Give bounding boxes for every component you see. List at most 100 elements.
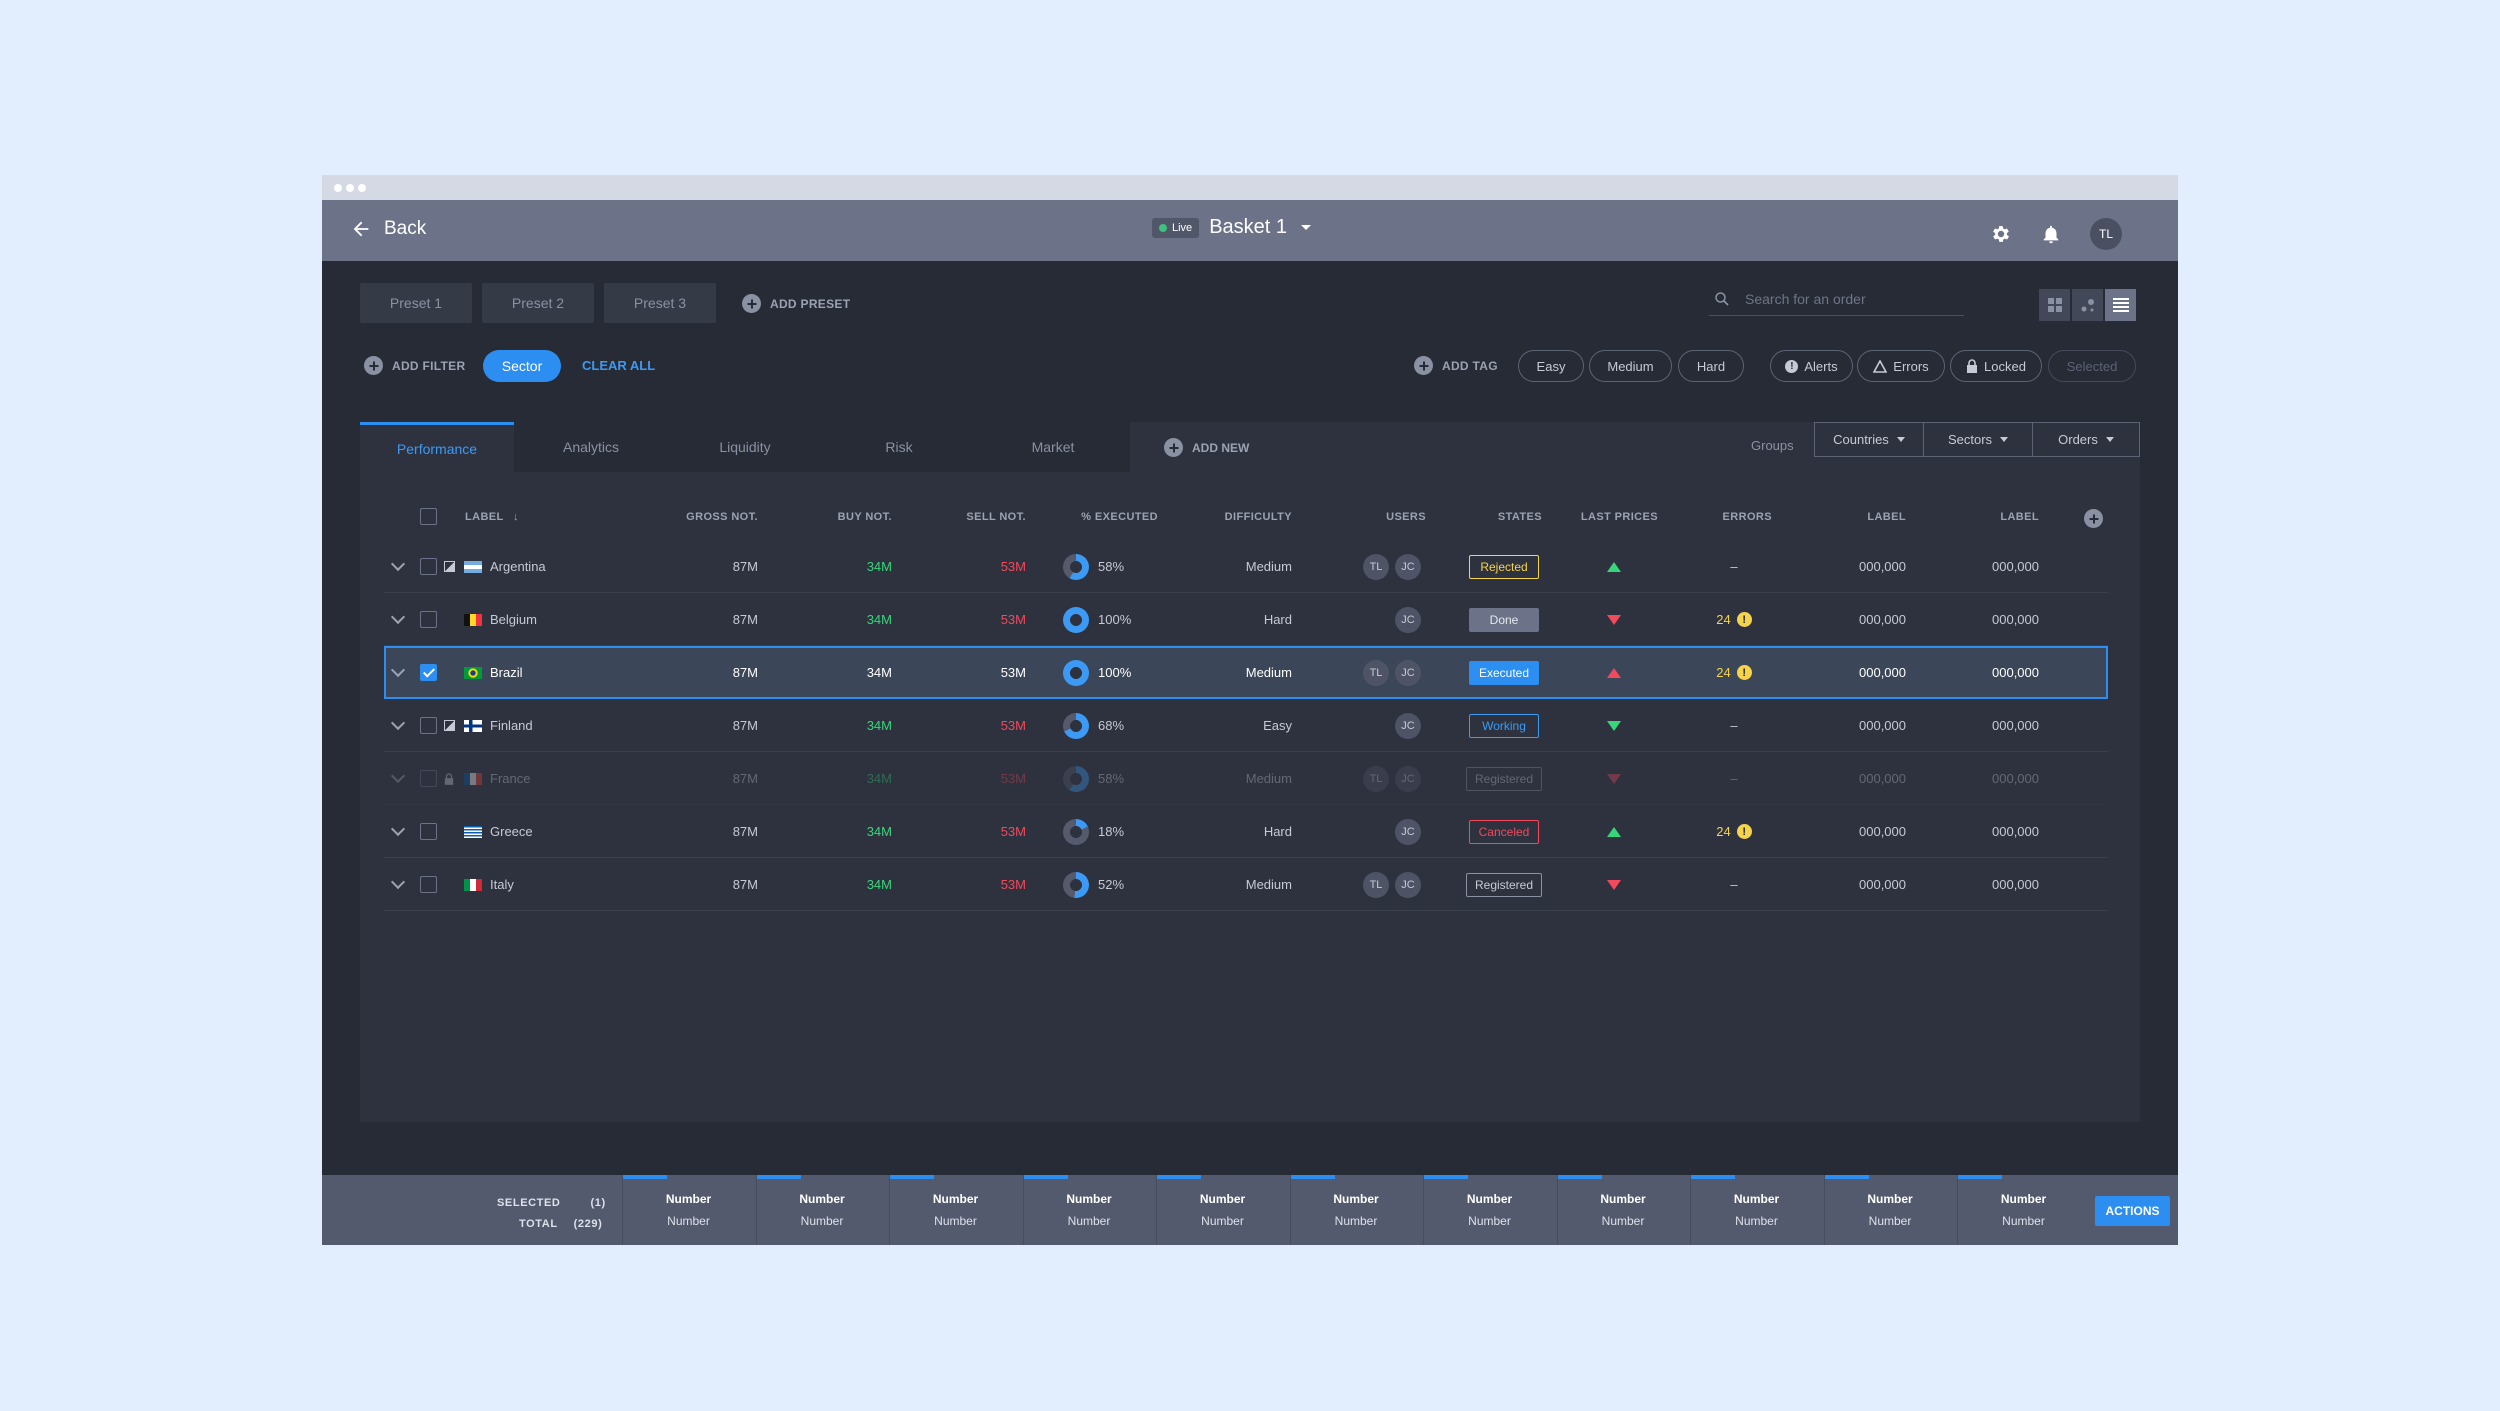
tag-selected[interactable]: Selected	[2048, 350, 2136, 382]
row-checkbox[interactable]	[420, 646, 437, 699]
group-countries-select[interactable]: Countries	[1814, 422, 1924, 457]
flag-icon	[464, 666, 482, 679]
user-initials[interactable]: TL	[1363, 553, 1389, 580]
tab-market[interactable]: Market	[1031, 439, 1075, 455]
user-initials[interactable]: JC	[1395, 871, 1421, 898]
select-all-checkbox[interactable]	[420, 508, 437, 525]
col-errors-header[interactable]: ERRORS	[1722, 511, 1772, 523]
gear-icon[interactable]	[1990, 223, 2012, 245]
table-row[interactable]: Greece 87M 34M 53M 18% Hard JC Canceled …	[384, 805, 2108, 858]
tag-errors[interactable]: Errors	[1857, 350, 1945, 382]
user-initials[interactable]: JC	[1395, 606, 1421, 633]
table-row[interactable]: Argentina 87M 34M 53M 58% Medium TL JC Re…	[384, 540, 2108, 593]
user-initials[interactable]: JC	[1395, 818, 1421, 845]
row-checkbox[interactable]	[420, 858, 437, 911]
flag-icon	[464, 613, 482, 626]
state-badge[interactable]: Registered	[1465, 766, 1543, 791]
col-label3-header[interactable]: LABEL	[2000, 511, 2039, 523]
tag-easy[interactable]: Easy	[1518, 350, 1584, 382]
warning-icon[interactable]: !	[1736, 665, 1752, 680]
sector-filter-chip[interactable]: Sector	[483, 350, 561, 382]
state-cell: Executed	[1459, 646, 1549, 699]
warning-icon[interactable]: !	[1736, 824, 1752, 839]
col-difficulty-header[interactable]: DIFFICULTY	[1224, 511, 1292, 523]
price-cell	[1594, 540, 1634, 593]
expand-row-toggle[interactable]	[390, 646, 413, 699]
add-tag-button[interactable]: ADD TAG	[1414, 356, 1498, 375]
user-initials[interactable]: JC	[1395, 765, 1421, 792]
row-checkbox[interactable]	[420, 540, 437, 593]
tab-liquidity[interactable]: Liquidity	[719, 439, 771, 455]
bell-icon[interactable]	[2040, 223, 2062, 245]
basket-selector[interactable]: Basket 1	[1209, 216, 1288, 238]
table-row[interactable]: France 87M 34M 53M 58% Medium TL JC Regis…	[384, 752, 2108, 805]
col-executed-header[interactable]: % EXECUTED	[1081, 511, 1158, 523]
state-badge[interactable]: Executed	[1469, 660, 1539, 685]
row-status-mark	[444, 593, 458, 646]
add-preset-button[interactable]: ADD PRESET	[742, 294, 850, 313]
grid-view-toggle[interactable]	[2039, 289, 2070, 321]
add-filter-button[interactable]: ADD FILTER	[364, 356, 465, 375]
col-states-header[interactable]: STATES	[1497, 511, 1542, 523]
row-checkbox[interactable]	[420, 699, 437, 752]
tag-medium[interactable]: Medium	[1589, 350, 1672, 382]
users-cell: TL JC	[1304, 540, 1424, 593]
col-buy-header[interactable]: BUY NOT.	[837, 511, 892, 523]
chart-view-toggle[interactable]	[2072, 289, 2103, 321]
chevron-down-icon[interactable]	[1301, 225, 1312, 230]
executed-cell: 52%	[1063, 858, 1124, 911]
table-row[interactable]: Italy 87M 34M 53M 52% Medium TL JC Regist…	[384, 858, 2108, 911]
state-badge[interactable]: Canceled	[1469, 819, 1539, 844]
warning-icon[interactable]: !	[1736, 612, 1752, 627]
expand-row-toggle[interactable]	[390, 540, 413, 593]
user-avatar[interactable]: TL	[2090, 218, 2122, 250]
user-initials[interactable]: TL	[1363, 765, 1389, 792]
col-label2-header[interactable]: LABEL	[1867, 511, 1906, 523]
list-view-toggle[interactable]	[2105, 289, 2136, 321]
table-row[interactable]: Belgium 87M 34M 53M 100% Hard JC Done 24…	[384, 593, 2108, 646]
clear-all-button[interactable]: CLEAR ALL	[582, 358, 656, 373]
expand-row-toggle[interactable]	[390, 752, 413, 805]
user-initials[interactable]: JC	[1395, 659, 1421, 686]
expand-row-toggle[interactable]	[390, 593, 413, 646]
col-sell-header[interactable]: SELL NOT.	[966, 511, 1026, 523]
tag-alerts[interactable]: ! Alerts	[1770, 350, 1853, 382]
group-orders-select[interactable]: Orders	[2032, 422, 2140, 457]
user-initials[interactable]: TL	[1363, 871, 1389, 898]
search-input[interactable]: Search for an order	[1709, 282, 1964, 316]
table-row[interactable]: Finland 87M 34M 53M 68% Easy JC Working …	[384, 699, 2108, 752]
expand-row-toggle[interactable]	[390, 858, 413, 911]
state-badge[interactable]: Rejected	[1469, 554, 1539, 579]
expand-row-toggle[interactable]	[390, 699, 413, 752]
row-checkbox[interactable]	[420, 805, 437, 858]
user-initials[interactable]: TL	[1363, 659, 1389, 686]
chevron-down-icon	[390, 768, 406, 784]
tag-locked[interactable]: Locked	[1950, 350, 2042, 382]
user-initials[interactable]: JC	[1395, 553, 1421, 580]
table-row[interactable]: Brazil 87M 34M 53M 100% Medium TL JC Exec…	[384, 646, 2108, 699]
row-checkbox[interactable]	[420, 752, 437, 805]
tag-hard[interactable]: Hard	[1678, 350, 1744, 382]
preset-button[interactable]: Preset 3	[604, 283, 716, 323]
tab-analytics[interactable]: Analytics	[562, 439, 620, 455]
row-checkbox[interactable]	[420, 593, 437, 646]
group-sectors-select[interactable]: Sectors	[1923, 422, 2033, 457]
col-prices-header[interactable]: LAST PRICES	[1580, 511, 1658, 523]
table-body: Argentina 87M 34M 53M 58% Medium TL JC Re…	[384, 540, 2108, 911]
expand-row-toggle[interactable]	[390, 805, 413, 858]
preset-button[interactable]: Preset 1	[360, 283, 472, 323]
col-label-header[interactable]: LABEL ↓	[465, 511, 519, 523]
actions-button[interactable]: ACTIONS	[2095, 1196, 2170, 1226]
state-badge[interactable]: Done	[1469, 607, 1539, 632]
state-badge[interactable]: Working	[1469, 713, 1539, 738]
tab-performance[interactable]: Performance	[360, 422, 514, 472]
add-column-icon[interactable]	[2084, 509, 2103, 528]
col-gross-header[interactable]: GROSS NOT.	[686, 511, 758, 523]
state-badge[interactable]: Registered	[1465, 872, 1543, 897]
tab-risk[interactable]: Risk	[885, 439, 913, 455]
user-initials[interactable]: JC	[1395, 712, 1421, 739]
add-new-tab-button[interactable]: ADD NEW	[1164, 438, 1249, 457]
back-button[interactable]: Back	[350, 218, 426, 240]
col-users-header[interactable]: USERS	[1386, 511, 1426, 523]
preset-button[interactable]: Preset 2	[482, 283, 594, 323]
